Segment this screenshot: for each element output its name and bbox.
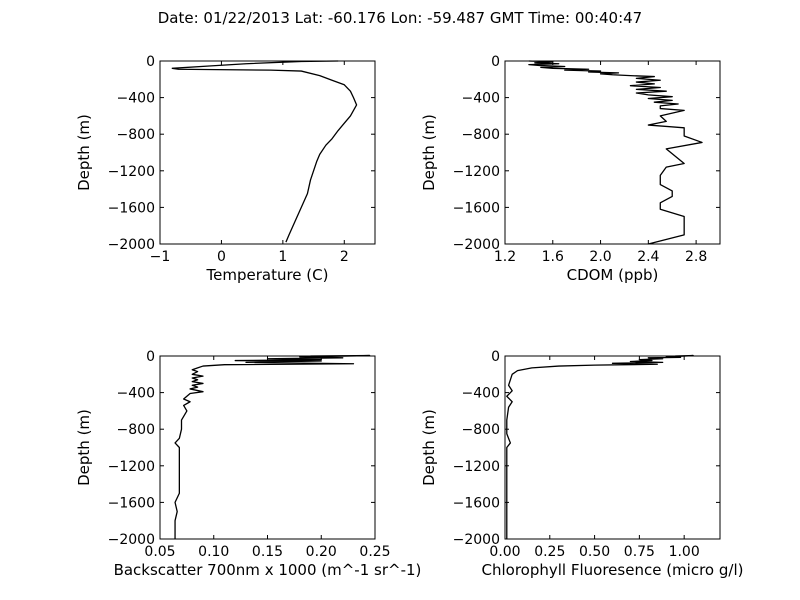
backscatter-panel: 0.05 0.10 0.15 0.20 0.25 0 −400 −800 −1200 −1600 −… — [75, 349, 421, 579]
chlorophyll-ytick-label: −400 — [462, 386, 500, 402]
temperature-panel: −1 0 1 2 0 −400 −800 −1200 −1600 −2000 Temperature… — [75, 54, 376, 284]
chlorophyll-xtick-label: 0.50 — [579, 544, 610, 560]
cdom-ytick-label: 0 — [491, 54, 500, 70]
cdom-axes-frame — [504, 60, 721, 245]
backscatter-ytick-label: −1200 — [108, 459, 155, 475]
cdom-xtick-label: 2.0 — [589, 249, 611, 265]
backscatter-xtick-label: 0.20 — [306, 544, 337, 560]
chlorophyll-yaxis-label: Depth (m) — [420, 409, 438, 486]
temperature-yaxis-label: Depth (m) — [75, 114, 93, 191]
temperature-xtick-label: 1 — [278, 249, 287, 265]
cdom-ytick-label: −2000 — [453, 237, 500, 253]
chlorophyll-xtick-label: 0.25 — [534, 544, 565, 560]
chlorophyll-ytick-label: −2000 — [453, 532, 500, 548]
temperature-ytick-label: −400 — [117, 91, 155, 107]
backscatter-ytick-label: −2000 — [108, 532, 155, 548]
cdom-yaxis-label: Depth (m) — [420, 114, 438, 191]
cdom-ytick-label: −800 — [462, 127, 500, 143]
cdom-panel: 1.2 1.6 2.0 2.4 2.8 0 −400 −800 −1200 −1600 −2000 C… — [420, 54, 721, 284]
cdom-xaxis-label: CDOM (ppb) — [567, 266, 659, 284]
chlorophyll-xtick-label: 0.75 — [624, 544, 655, 560]
backscatter-xtick-label: 0.10 — [198, 544, 229, 560]
temperature-axes-frame — [159, 60, 376, 245]
cdom-xtick-label: 1.6 — [542, 249, 564, 265]
chlorophyll-series-line — [506, 354, 694, 539]
backscatter-ytick-label: −800 — [117, 422, 155, 438]
chlorophyll-panel: 0.00 0.25 0.50 0.75 1.00 0 −400 −800 −1200 −1600 −… — [420, 349, 743, 579]
cdom-xtick-label: 2.8 — [685, 249, 707, 265]
temperature-series-line — [171, 60, 358, 243]
backscatter-ytick-label: −1600 — [108, 495, 155, 511]
chlorophyll-ytick-label: −1600 — [453, 495, 500, 511]
temperature-xtick-label: −1 — [150, 249, 171, 265]
cdom-series-line — [528, 60, 703, 245]
temperature-ytick-label: −2000 — [108, 237, 155, 253]
chlorophyll-xtick-label: 0.00 — [489, 544, 520, 560]
figure-title: Date: 01/22/2013 Lat: -60.176 Lon: -59.4… — [158, 9, 642, 27]
chlorophyll-xtick-label: 1.00 — [669, 544, 700, 560]
cdom-xtick-label: 2.4 — [637, 249, 659, 265]
backscatter-yaxis-label: Depth (m) — [75, 409, 93, 486]
backscatter-xtick-label: 0.05 — [144, 544, 175, 560]
chlorophyll-ytick-label: 0 — [491, 349, 500, 365]
chlorophyll-ytick-label: −1200 — [453, 459, 500, 475]
temperature-ytick-label: −1200 — [108, 164, 155, 180]
cdom-xtick-label: 1.2 — [494, 249, 516, 265]
cdom-ytick-label: −400 — [462, 91, 500, 107]
cdom-ytick-label: −1600 — [453, 200, 500, 216]
chlorophyll-ytick-label: −800 — [462, 422, 500, 438]
backscatter-xtick-label: 0.15 — [252, 544, 283, 560]
temperature-xtick-label: 2 — [340, 249, 349, 265]
cdom-ytick-label: −1200 — [453, 164, 500, 180]
temperature-ytick-label: 0 — [146, 54, 155, 70]
temperature-ytick-label: −1600 — [108, 200, 155, 216]
temperature-xaxis-label: Temperature (C) — [206, 266, 329, 284]
temperature-ytick-label: −800 — [117, 127, 155, 143]
backscatter-xaxis-label: Backscatter 700nm x 1000 (m^-1 sr^-1) — [114, 561, 422, 579]
backscatter-ytick-label: −400 — [117, 386, 155, 402]
backscatter-xtick-label: 0.25 — [359, 544, 390, 560]
chlorophyll-axes-frame — [504, 355, 721, 540]
backscatter-series-line — [174, 354, 371, 539]
chlorophyll-xaxis-label: Chlorophyll Fluoresence (micro g/l) — [482, 561, 744, 579]
backscatter-ytick-label: 0 — [146, 349, 155, 365]
temperature-xtick-label: 0 — [217, 249, 226, 265]
